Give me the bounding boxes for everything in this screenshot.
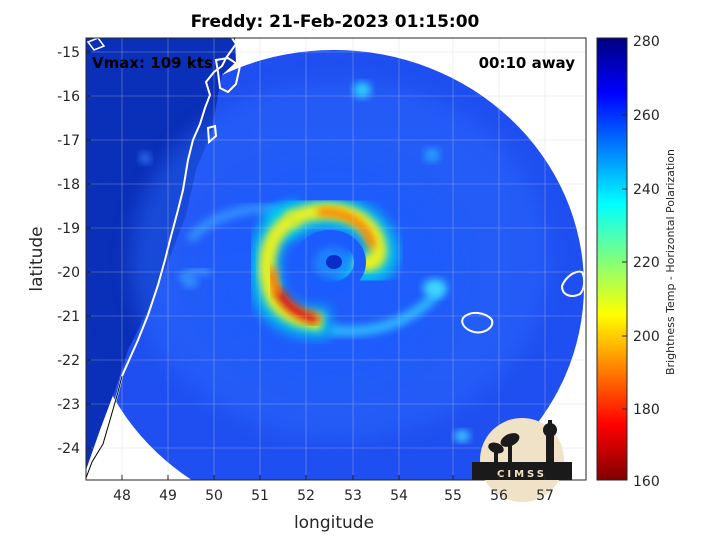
y-axis: -15 -16 -17 -18 -19 -20 -21 -22 -23 -24	[57, 45, 80, 457]
colorbar-tick-label: 180	[633, 402, 660, 418]
coastline-mauritius	[560, 270, 586, 297]
y-tick-label: -15	[57, 45, 80, 61]
time-away-annotation: 00:10 away	[479, 54, 576, 72]
y-tick-label: -21	[57, 309, 80, 325]
chart-title: Freddy: 21-Feb-2023 01:15:00	[190, 12, 480, 32]
x-tick-label: 52	[297, 488, 315, 504]
x-tick-label: 54	[390, 488, 408, 504]
x-tick-label: 50	[205, 488, 223, 504]
colorbar-tick-label: 220	[633, 255, 660, 271]
vmax-annotation: Vmax: 109 kts	[92, 54, 213, 72]
cimss-logo: CIMSS	[472, 418, 572, 502]
y-tick-label: -20	[57, 265, 80, 281]
coastline-reunion	[461, 312, 494, 334]
x-tick-label: 53	[344, 488, 362, 504]
x-tick-label: 51	[251, 488, 269, 504]
colorbar-tick-label: 200	[633, 329, 660, 345]
y-tick-label: -22	[57, 353, 80, 369]
x-axis-label: longitude	[294, 513, 374, 533]
eye	[326, 255, 342, 269]
x-tick-label: 48	[113, 488, 131, 504]
y-tick-label: -23	[57, 397, 80, 413]
colorbar-tick-label: 160	[633, 474, 660, 490]
colorbar	[596, 37, 628, 481]
colorbar-tick-label: 240	[633, 182, 660, 198]
colorbar-tick-label: 280	[633, 34, 660, 50]
x-axis: 48 49 50 51 52 53 54 55 56 57	[113, 488, 554, 504]
y-tick-label: -18	[57, 177, 80, 193]
x-tick-label: 55	[444, 488, 462, 504]
y-tick-label: -24	[57, 441, 80, 457]
gridlines	[86, 38, 586, 480]
logo-text: CIMSS	[497, 469, 547, 480]
x-tick-label: 49	[159, 488, 177, 504]
y-axis-label: latitude	[27, 226, 47, 291]
y-tick-label: -16	[57, 89, 80, 105]
colorbar-tick-label: 260	[633, 108, 660, 124]
colorbar-label: Brightness Temp - Horizontal Polarizatio…	[664, 149, 677, 375]
x-tick-label: 57	[536, 488, 554, 504]
plot-frame	[85, 37, 587, 481]
y-tick-label: -19	[57, 221, 80, 237]
x-tick-label: 56	[490, 488, 508, 504]
swath-layer	[86, 38, 586, 480]
y-tick-label: -17	[57, 133, 80, 149]
colorbar-ticks: 280 260 240 220 200 180 160	[633, 34, 660, 490]
